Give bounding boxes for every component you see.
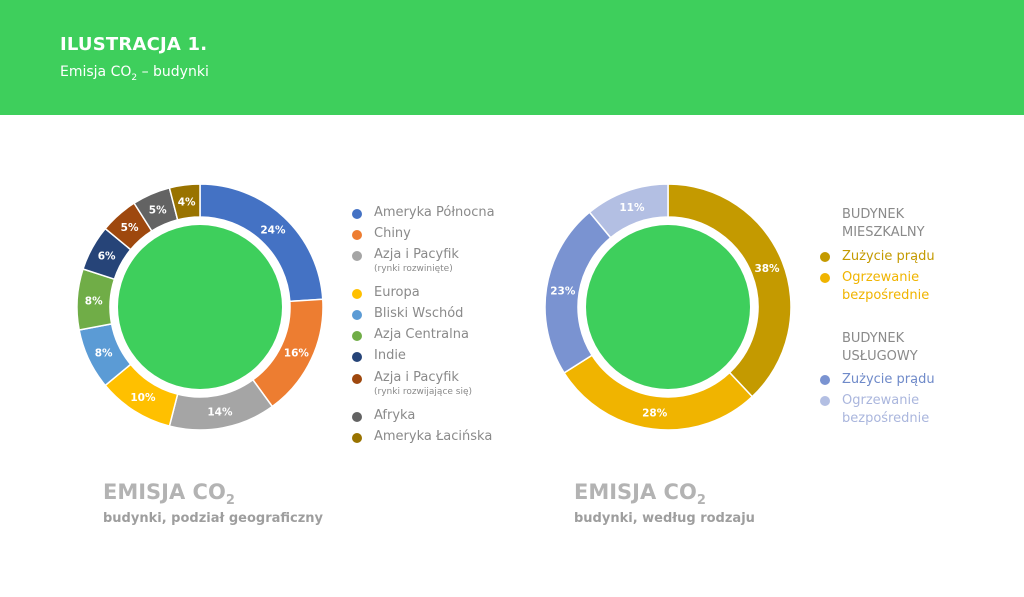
chart2-data-label-3: 23% xyxy=(550,285,576,297)
chart1-data-label-2: 16% xyxy=(284,347,310,359)
chart2-title-text: EMISJA CO xyxy=(574,480,697,504)
legend1-swatch-7 xyxy=(352,352,362,362)
legend2-label-3: Zużycie prądu xyxy=(842,371,935,389)
legend2-label-line: Zużycie prądu xyxy=(842,249,935,264)
legend1-swatch-10 xyxy=(352,433,362,443)
subtitle-subscript: 2 xyxy=(131,72,138,83)
legend2-label-line: bezpośrednie xyxy=(842,411,930,426)
page-subtitle: Emisja CO2 – budynki xyxy=(60,64,209,83)
chart1-data-label-10: 4% xyxy=(178,196,196,208)
legend2-label-line: Ogrzewanie xyxy=(842,270,920,285)
chart2-caption-title: EMISJA CO2 xyxy=(574,480,706,508)
chart2-data-label-2: 28% xyxy=(642,408,668,420)
legend2-label-4: Ogrzewanie bezpośrednie xyxy=(842,392,929,428)
chart1-data-label-4: 10% xyxy=(130,392,156,404)
subtitle-suffix: – budynki xyxy=(137,64,209,80)
page-title: ILUSTRACJA 1. xyxy=(60,34,208,55)
chart1-title-subscript: 2 xyxy=(225,493,235,509)
chart1-data-label-8: 5% xyxy=(121,222,139,234)
chart1-caption-subtitle: budynki, podział geograficzny xyxy=(103,511,324,526)
legend1-label-4: Europa xyxy=(374,285,420,300)
legend1-label-2: Chiny xyxy=(374,226,411,241)
legend1-note-8: (rynki rozwijające się) xyxy=(374,387,473,397)
legend2-swatch-3 xyxy=(820,375,830,385)
legend2-swatch-1 xyxy=(820,252,830,262)
chart2-title-subscript: 2 xyxy=(696,493,706,509)
legend1-swatch-4 xyxy=(352,289,362,299)
legend2-group-title-line: MIESZKALNY xyxy=(842,225,925,240)
legend1-swatch-8 xyxy=(352,374,362,384)
legend1-swatch-6 xyxy=(352,331,362,341)
chart2-center-circle xyxy=(586,225,750,389)
chart2-data-label-4: 11% xyxy=(619,202,645,214)
chart1-title-text: EMISJA CO xyxy=(103,480,226,504)
chart1-data-label-5: 8% xyxy=(95,347,113,359)
legend1-label-9: Afryka xyxy=(374,408,416,423)
legend1-label-5: Bliski Wschód xyxy=(374,306,464,321)
chart2-caption-subtitle: budynki, według rodzaju xyxy=(574,511,755,526)
chart1-caption-title: EMISJA CO2 xyxy=(103,480,235,508)
legend1-label-1: Ameryka Północna xyxy=(374,205,495,220)
legend1-swatch-5 xyxy=(352,310,362,320)
chart2-slice-4 xyxy=(588,183,669,239)
legend2-group-title-line: BUDYNEK xyxy=(842,207,905,222)
legend2-label-line: Ogrzewanie xyxy=(842,393,920,408)
legend2-group-title-2: BUDYNEK USŁUGOWY xyxy=(842,330,918,366)
chart1-data-label-3: 14% xyxy=(207,407,233,419)
legend2-swatch-4 xyxy=(820,396,830,406)
legend1-label-7: Indie xyxy=(374,348,406,363)
legend1-swatch-9 xyxy=(352,412,362,422)
legend1-label-10: Ameryka Łacińska xyxy=(374,429,493,444)
chart1-data-label-1: 24% xyxy=(260,224,286,236)
chart1-data-label-9: 5% xyxy=(149,204,167,216)
legend2-group-title-1: BUDYNEK MIESZKALNY xyxy=(842,206,925,242)
legend2-swatch-2 xyxy=(820,273,830,283)
legend2-group-title-line: USŁUGOWY xyxy=(842,349,918,364)
chart2-data-label-1: 38% xyxy=(754,263,780,275)
legend2-label-1: Zużycie prądu xyxy=(842,248,935,266)
chart1-slice-10 xyxy=(168,183,201,221)
legend2-group-title-line: BUDYNEK xyxy=(842,331,905,346)
legend1-swatch-2 xyxy=(352,230,362,240)
legend1-label-8: Azja i Pacyfik xyxy=(374,370,459,385)
legend1-note-3: (rynki rozwinięte) xyxy=(374,264,453,274)
legend1-swatch-1 xyxy=(352,209,362,219)
legend2-label-line: bezpośrednie xyxy=(842,288,930,303)
chart1-center-circle xyxy=(118,225,282,389)
legend1-label-6: Azja Centralna xyxy=(374,327,469,342)
legend2-label-2: Ogrzewanie bezpośrednie xyxy=(842,269,929,305)
legend2-label-line: Zużycie prądu xyxy=(842,372,935,387)
legend1-label-3: Azja i Pacyfik xyxy=(374,247,459,262)
chart1-data-label-6: 8% xyxy=(85,295,103,307)
legend1-swatch-3 xyxy=(352,251,362,261)
subtitle-text: Emisja CO xyxy=(60,64,132,80)
header-banner: ILUSTRACJA 1. Emisja CO2 – budynki xyxy=(0,0,1024,115)
chart1-data-label-7: 6% xyxy=(98,251,116,263)
